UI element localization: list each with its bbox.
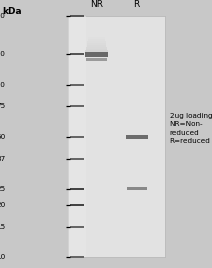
Bar <box>85 50 107 52</box>
Bar <box>70 53 84 55</box>
Bar <box>70 84 84 86</box>
Bar <box>127 187 147 190</box>
Text: 50: 50 <box>0 134 5 140</box>
Bar <box>88 38 105 39</box>
Text: kDa: kDa <box>2 7 22 16</box>
Bar <box>70 136 84 138</box>
Bar <box>88 39 105 41</box>
Bar <box>68 16 86 257</box>
Text: 150: 150 <box>0 51 5 57</box>
Bar <box>68 16 165 257</box>
Text: 25: 25 <box>0 186 5 192</box>
Text: 15: 15 <box>0 224 5 230</box>
Bar <box>70 256 84 258</box>
Text: 250: 250 <box>0 13 5 19</box>
Text: 100: 100 <box>0 82 5 88</box>
Bar <box>70 105 84 107</box>
Bar <box>87 43 106 45</box>
Text: 75: 75 <box>0 103 5 109</box>
Bar <box>70 15 84 17</box>
Bar <box>126 135 148 139</box>
Bar <box>70 226 84 228</box>
Text: R: R <box>134 0 140 9</box>
Text: 20: 20 <box>0 202 5 208</box>
Bar <box>70 188 84 189</box>
Bar <box>86 49 107 50</box>
Bar <box>85 52 107 57</box>
Bar <box>70 204 84 206</box>
Bar <box>86 47 107 49</box>
Text: NR: NR <box>90 0 103 9</box>
Bar <box>70 158 84 160</box>
Text: 10: 10 <box>0 254 5 260</box>
Bar <box>87 41 106 43</box>
Text: 2ug loading
NR=Non-
reduced
R=reduced: 2ug loading NR=Non- reduced R=reduced <box>170 113 212 144</box>
Text: 37: 37 <box>0 156 5 162</box>
Bar <box>86 45 106 47</box>
Bar <box>86 58 106 61</box>
